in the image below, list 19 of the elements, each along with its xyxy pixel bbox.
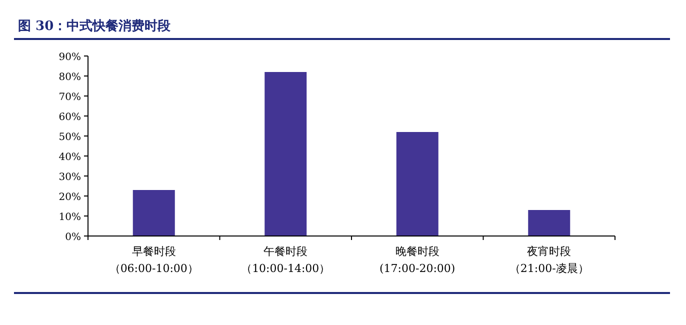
y-tick-label: 90%: [58, 52, 81, 63]
bar: [528, 210, 570, 236]
y-tick-label: 0%: [65, 232, 81, 243]
x-tick-label: 夜宵时段（21:00-凌晨）: [509, 245, 589, 275]
x-tick-label: 早餐时段（06:00-10:00）: [109, 245, 198, 275]
bar: [132, 190, 175, 236]
y-tick-label: 70%: [58, 92, 81, 103]
bar: [264, 72, 307, 236]
x-tick-label: 午餐时段（10:00-14:00）: [241, 245, 330, 275]
y-tick-label: 30%: [58, 172, 81, 183]
y-tick-label: 10%: [58, 212, 81, 223]
bar: [396, 132, 438, 236]
y-tick-label: 80%: [58, 72, 81, 83]
x-tick-label: 晚餐时段(17:00-20:00): [380, 245, 456, 275]
y-tick-label: 50%: [58, 132, 81, 143]
y-tick-label: 20%: [58, 192, 81, 203]
y-tick-label: 40%: [58, 152, 81, 163]
y-tick-label: 60%: [58, 112, 81, 123]
chart-title: 图 30：中式快餐消费时段: [18, 18, 172, 34]
